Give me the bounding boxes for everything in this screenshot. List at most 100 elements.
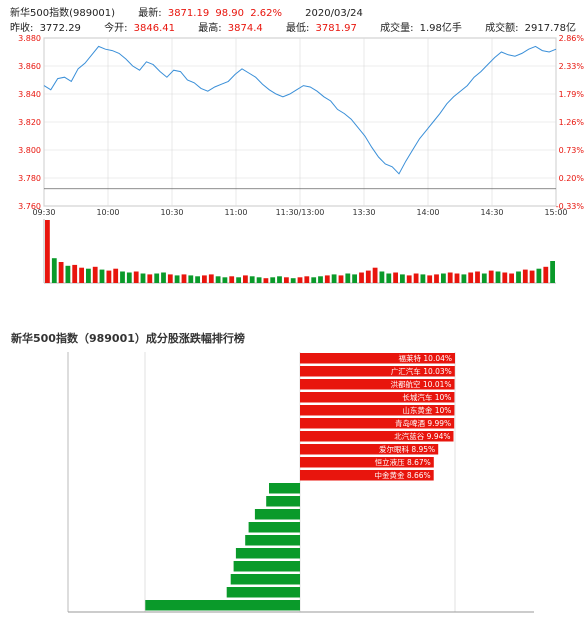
rank-bar [300, 431, 454, 442]
volume-bar [502, 272, 508, 283]
volume-bar [420, 274, 426, 283]
rank-bar [300, 392, 455, 403]
price-x-tick-label: 13:30 [352, 208, 375, 217]
price-x-tick-label: 14:30 [480, 208, 503, 217]
volume-bar [536, 268, 542, 283]
volume-label: 成交量: [380, 23, 414, 34]
rank-bar-label: 网宿科技 -3.55% [303, 535, 362, 545]
volume-chart [43, 219, 556, 284]
volume-bar [174, 275, 180, 283]
rank-bar [300, 405, 455, 416]
volume-bar [324, 275, 330, 283]
volume-bar [181, 274, 187, 283]
volume-bar [140, 273, 146, 283]
volume-bar [229, 276, 235, 283]
rank-chart-title: 新华500指数（989001）成分股涨跌幅排行榜 [11, 332, 245, 345]
volume-bar [263, 278, 269, 283]
volume-bar [290, 278, 296, 283]
latest-value: 3871.19 [167, 8, 210, 19]
volume-bar [202, 275, 207, 283]
price-y-tick-label: 3.820 [18, 118, 41, 127]
rank-bar-label: 青岛啤酒 9.99% [395, 418, 451, 428]
rank-bar-label: 福莱特 10.04% [399, 353, 452, 363]
volume-bar [92, 266, 98, 283]
volume-bar [447, 272, 453, 283]
rank-bar [300, 353, 455, 364]
volume-bar [126, 272, 132, 283]
rank-bar [233, 561, 300, 572]
volume-bar [529, 270, 535, 283]
volume-bar [318, 276, 323, 283]
price-x-tick-label: 09:30 [32, 208, 55, 217]
volume-bar [338, 275, 344, 283]
low-value: 3781.97 [315, 23, 357, 34]
rank-bar [300, 457, 434, 468]
rank-bar-label: 洪都航空 10.01% [391, 379, 452, 389]
volume-bar [161, 272, 166, 283]
change-pct: 2.62% [250, 8, 282, 19]
volume-bar [406, 275, 412, 283]
volume-bar [372, 267, 378, 283]
rank-bar-label: 北大荒 -2.01% [303, 483, 354, 493]
volume-bar [379, 271, 385, 283]
volume-bar [488, 270, 494, 283]
price-pct-tick-label: 2.86% [559, 34, 585, 43]
volume-bar [434, 274, 439, 283]
volume-bar [270, 277, 276, 283]
volume-bar [249, 276, 255, 283]
volume-bar [154, 273, 160, 283]
volume-bar [243, 275, 248, 283]
volume-bar [475, 271, 480, 283]
rank-bar-label: 爱尔眼科 8.95% [379, 444, 435, 454]
volume-bar [345, 273, 351, 283]
volume-bar [522, 269, 528, 283]
price-pct-tick-label: 0.73% [559, 146, 585, 155]
price-y-tick-label: 3.800 [18, 146, 41, 155]
volume-bar [516, 271, 521, 283]
volume-bar [86, 268, 91, 283]
rank-bar-label: 中公教育 -4.3% [303, 561, 357, 571]
volume-bar [256, 277, 262, 283]
volume-bar [120, 271, 125, 283]
rank-bar [300, 366, 455, 377]
rank-bar-label: 中金黄金 8.66% [374, 470, 430, 480]
volume-bar [215, 276, 221, 283]
volume-bar [365, 270, 371, 283]
volume-bar [284, 277, 289, 283]
rank-bar-label: 山东黄金 10% [402, 405, 451, 415]
volume-bar [45, 220, 50, 283]
volume-bar [208, 274, 214, 283]
rank-bar-label: 亨通光电 -4.75% [303, 587, 362, 597]
rank-bar [300, 444, 439, 455]
volume-bar [481, 273, 487, 283]
rank-bar [300, 379, 455, 390]
rank-bar-label: 游族网络 -2.19% [303, 496, 362, 506]
price-line [43, 45, 557, 175]
rank-bar-label: 长城汽车 10% [402, 392, 451, 402]
volume-bar [167, 274, 173, 283]
volume-bar [413, 273, 419, 283]
price-x-tick-label: 11:00 [224, 208, 247, 217]
price-pct-tick-label: -0.33% [556, 202, 585, 211]
volume-bar [468, 272, 474, 283]
amount-value: 2917.78亿 [524, 23, 577, 34]
change-value: 98.90 [215, 8, 245, 19]
price-pct-tick-label: 0.20% [559, 174, 585, 183]
volume-bar [297, 277, 303, 283]
intraday-price-chart: 3.880 3.860 3.840 3.820 3.800 3.780 3.760 2.86… [18, 34, 585, 217]
volume-bar [58, 262, 64, 283]
rank-bar-label: 三七互娱 -4.15% [303, 549, 362, 558]
volume-bar [79, 267, 84, 283]
volume-bar [304, 276, 310, 283]
price-pct-tick-label: 2.33% [559, 62, 585, 71]
volume-bar [188, 275, 194, 283]
volume-bar [454, 273, 460, 283]
rank-bar [254, 509, 300, 520]
volume-bar [65, 265, 71, 283]
rank-bar-label: 航发控制 -4.49% [303, 574, 362, 584]
open-value: 3846.41 [133, 23, 176, 34]
rank-bar-label: 中天科技 -2.92% [303, 509, 362, 519]
low-label: 最低: [285, 23, 310, 34]
rank-bar [269, 483, 300, 494]
price-y-tick-label: 3.760 [18, 202, 41, 211]
